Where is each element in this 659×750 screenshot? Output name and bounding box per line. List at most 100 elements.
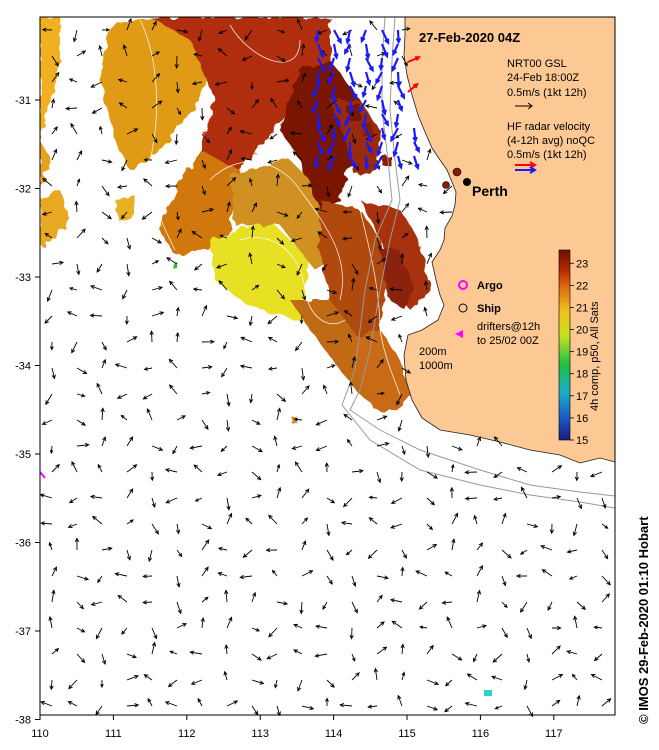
model-arrow xyxy=(251,653,262,661)
model-arrow xyxy=(175,81,180,94)
radar-arrow-blue xyxy=(364,127,372,143)
model-arrow xyxy=(41,419,53,425)
model-arrow xyxy=(223,341,228,350)
model-arrow xyxy=(398,333,403,343)
model-arrow xyxy=(426,705,439,711)
model-arrow xyxy=(439,210,453,215)
model-arrow xyxy=(76,575,90,581)
radar-arrow-blue xyxy=(345,29,352,45)
radar-arrow-blue xyxy=(348,71,356,88)
model-arrow xyxy=(126,675,140,681)
radar-arrow-blue xyxy=(363,155,370,171)
radar-arrow-blue xyxy=(344,113,352,127)
model-arrow xyxy=(401,232,409,239)
model-arrow xyxy=(450,463,455,473)
radar-arrow-blue xyxy=(390,127,399,143)
model-arrow xyxy=(219,234,228,239)
model-arrow xyxy=(220,445,228,453)
model-arrow xyxy=(301,183,313,188)
model-arrow xyxy=(401,175,410,187)
model-arrow xyxy=(101,185,110,197)
model-arrow xyxy=(267,315,278,325)
model-arrow xyxy=(401,367,412,374)
model-arrow xyxy=(151,286,164,291)
model-arrow xyxy=(174,133,179,146)
model-arrow xyxy=(267,336,278,343)
model-arrow xyxy=(365,336,378,343)
model-arrow xyxy=(251,202,257,213)
model-arrow xyxy=(576,497,583,510)
model-arrow xyxy=(164,159,178,165)
model-arrow xyxy=(601,575,611,586)
model-arrow xyxy=(515,573,528,579)
model-arrow xyxy=(464,701,478,707)
model-arrow xyxy=(276,29,286,34)
model-arrow xyxy=(276,237,285,245)
model-arrow xyxy=(301,385,310,395)
model-arrow xyxy=(390,497,403,504)
radar-arrow-blue xyxy=(349,85,358,101)
model-arrow xyxy=(225,419,231,432)
radar-arrow-blue xyxy=(376,141,384,157)
model-arrow xyxy=(193,464,203,473)
model-arrow xyxy=(400,252,405,265)
model-arrow xyxy=(143,178,153,187)
model-arrow xyxy=(426,471,439,479)
model-arrow xyxy=(540,545,553,551)
model-arrow xyxy=(201,566,209,577)
model-arrow xyxy=(126,703,140,708)
model-arrow xyxy=(98,125,103,135)
model-arrow xyxy=(343,309,353,317)
cyan-sst-patch xyxy=(484,690,492,696)
model-arrow xyxy=(168,384,178,395)
model-arrow xyxy=(251,627,261,632)
radar-legend-line-2: (4-12h avg) noQC xyxy=(507,135,595,147)
model-arrow xyxy=(68,497,78,504)
model-arrow xyxy=(41,211,53,216)
y-axis: -31 -32 -33 -34 -35 -36 -37 -38 xyxy=(15,95,40,727)
model-arrow xyxy=(121,159,128,172)
x-tick-label: 110 xyxy=(31,728,49,740)
model-arrow xyxy=(376,237,382,251)
model-arrow xyxy=(401,27,411,31)
model-arrow xyxy=(401,445,406,456)
model-arrow xyxy=(45,393,53,406)
model-arrow xyxy=(226,393,231,407)
model-arrow xyxy=(101,546,113,551)
model-arrow xyxy=(276,78,290,83)
model-arrow xyxy=(276,393,287,403)
model-arrow xyxy=(401,549,407,559)
model-arrow xyxy=(239,364,253,369)
model-arrow xyxy=(97,575,103,584)
model-arrow xyxy=(201,539,210,551)
radar-arrow-blue xyxy=(395,29,402,45)
model-arrow xyxy=(97,463,103,473)
model-arrow xyxy=(68,78,78,83)
model-arrow xyxy=(120,211,128,220)
model-arrow xyxy=(551,699,561,707)
model-arrow xyxy=(201,391,211,395)
model-arrow xyxy=(126,128,139,135)
y-tick-label: -37 xyxy=(15,626,31,638)
model-arrow xyxy=(189,650,203,655)
model-arrow xyxy=(351,133,357,144)
colorbar-tick-label: 15 xyxy=(576,435,588,447)
model-arrow xyxy=(226,497,231,511)
model-arrow xyxy=(301,540,307,551)
model-arrow xyxy=(126,464,138,473)
radar-arrow-blue xyxy=(396,155,403,170)
model-arrow xyxy=(76,178,81,187)
model-arrow xyxy=(269,133,278,140)
model-arrow xyxy=(51,589,56,603)
model-arrow xyxy=(389,598,403,603)
model-arrow xyxy=(226,315,239,320)
model-arrow xyxy=(343,413,353,421)
model-arrow xyxy=(176,228,182,239)
model-arrow xyxy=(476,564,483,577)
model-arrow xyxy=(217,572,228,577)
radar-arrow-blue xyxy=(347,141,353,159)
model-arrow xyxy=(568,575,578,580)
argo-marker xyxy=(458,280,468,290)
model-arrow xyxy=(250,81,254,91)
model-arrow xyxy=(291,445,303,450)
